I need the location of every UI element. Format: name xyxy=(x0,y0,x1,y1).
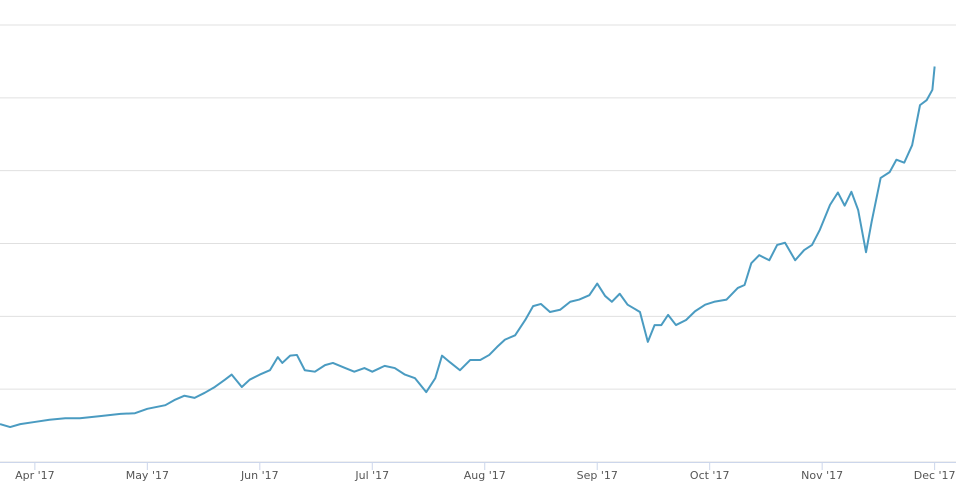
x-tick-label: Oct '17 xyxy=(690,469,730,482)
x-tick-label: Dec '17 xyxy=(914,469,956,482)
x-tick-label: Jun '17 xyxy=(240,469,279,482)
x-tick-label: Sep '17 xyxy=(577,469,618,482)
x-tick-label: Jul '17 xyxy=(354,469,389,482)
x-tick-label: May '17 xyxy=(126,469,169,482)
x-tick-label: Apr '17 xyxy=(15,469,55,482)
x-tick-label: Nov '17 xyxy=(801,469,843,482)
series-line xyxy=(0,66,936,429)
x-tick-label: Aug '17 xyxy=(464,469,506,482)
